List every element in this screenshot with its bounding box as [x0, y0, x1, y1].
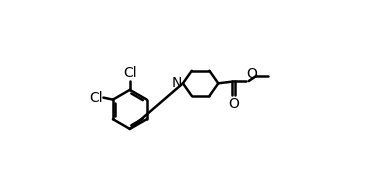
Text: O: O — [246, 67, 257, 81]
Text: Cl: Cl — [89, 91, 103, 105]
Text: Cl: Cl — [123, 66, 136, 80]
Text: O: O — [228, 97, 239, 111]
Text: N: N — [172, 76, 182, 90]
